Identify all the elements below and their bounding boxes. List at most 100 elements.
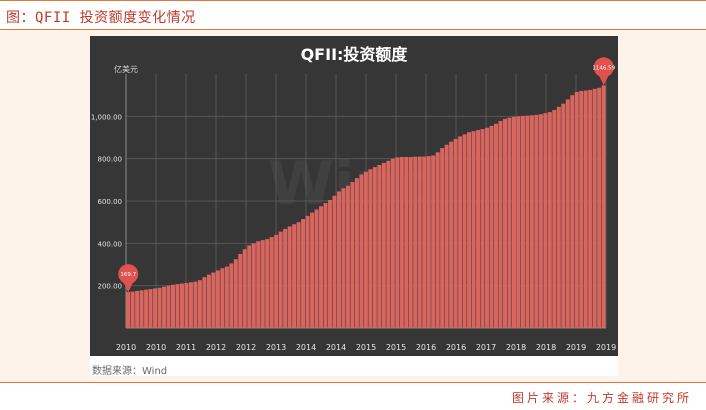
bar [287,226,292,328]
y-tick-label: 800.00 [98,156,123,164]
bar [305,215,310,328]
bar [202,277,207,328]
footer-bar: 图片来源：九方金融研究所 [0,382,706,410]
bar [498,120,503,329]
bar [274,234,279,328]
bar [485,127,490,328]
x-tick-label: 2012 [236,343,256,352]
bar [413,156,418,328]
bar [543,113,548,329]
bar [256,241,261,328]
start-marker-bubble [118,264,139,285]
bar [467,132,472,328]
bar [552,109,557,328]
bar [529,115,534,329]
x-tick-label: 2011 [176,343,196,352]
bar [511,116,516,328]
bar [583,90,588,328]
bar [372,167,377,328]
bar [489,125,494,328]
x-tick-label: 2018 [536,343,556,352]
bar [471,131,476,328]
bar [395,157,400,328]
bar [462,134,467,328]
bar [278,231,283,328]
data-source-note: 数据来源：Wind [92,366,168,377]
bar [381,162,386,328]
bar [211,272,216,328]
bar [242,249,247,328]
bar [171,284,175,328]
x-tick-label: 2018 [506,343,526,352]
x-tick-label: 2014 [296,343,316,352]
bar [354,178,359,328]
bar [162,286,167,328]
bar [126,292,131,328]
bar [144,289,149,328]
y-tick-label: 1,000.00 [91,113,122,121]
bar [188,282,193,328]
bar [301,218,306,328]
bar [283,228,288,328]
bar [520,115,525,328]
bar [130,291,135,328]
bar [296,222,301,328]
bar [390,158,395,328]
bar [229,263,234,328]
bar [265,239,270,328]
bar [538,114,543,328]
x-tick-label: 2014 [326,343,346,352]
bar [328,199,333,328]
x-tick-label: 2019 [596,343,616,352]
bar [556,106,561,328]
bar [251,243,256,328]
x-tick-label: 2013 [266,343,286,352]
y-tick-label: 600.00 [98,198,123,206]
x-tick-label: 2015 [356,343,376,352]
bar [579,90,584,328]
bar [166,285,171,328]
bar [449,141,454,328]
bar [570,95,575,328]
bar [233,259,238,328]
bar [269,236,274,328]
bar [417,156,422,328]
bar [431,155,436,328]
bar [319,206,324,328]
bar [175,284,180,328]
bar [453,138,458,328]
bar [332,195,337,328]
bar [206,274,211,328]
bar [363,171,368,328]
bar [179,283,184,328]
bar [368,169,373,328]
bar [408,156,413,328]
bar [592,88,597,328]
bar [588,89,593,328]
chart-title: QFII:投资额度 [301,45,409,64]
bar [336,191,341,328]
bar [440,148,445,328]
qfii-quota-chart: QFII:投资额度亿美元Wind200.00400.00600.00800.00… [90,36,618,356]
bar [193,281,198,328]
x-tick-label: 2010 [146,343,166,352]
end-marker-bubble [593,57,614,78]
bar [157,287,162,328]
bar [310,212,315,328]
bar [534,114,539,328]
bar [238,253,243,328]
bar [220,268,225,328]
bar [565,99,570,329]
bar [458,136,463,328]
bar [426,156,431,328]
bar [494,123,498,328]
bar [292,224,297,328]
y-axis-unit-label: 亿美元 [114,64,138,74]
bar [561,103,566,328]
bar [404,156,409,328]
x-tick-label: 2015 [386,343,406,352]
bar [359,174,364,328]
y-tick-label: 200.00 [98,283,123,291]
bar [148,289,153,328]
x-tick-label: 2012 [206,343,226,352]
